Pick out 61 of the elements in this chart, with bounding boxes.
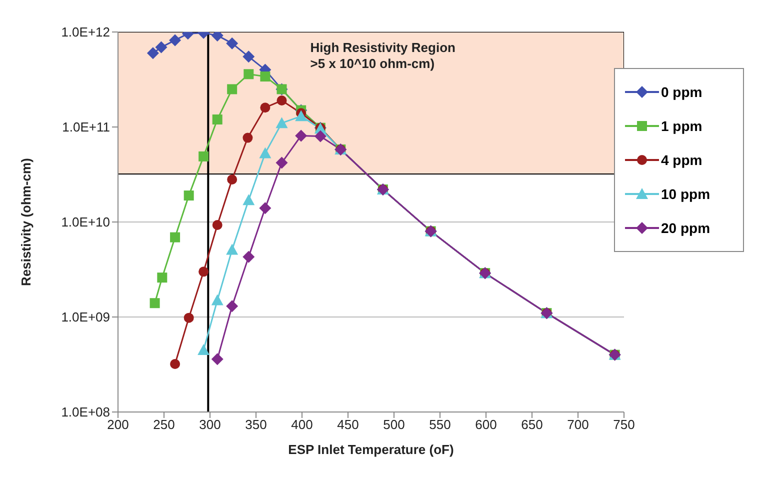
band-label: High Resistivity Region >5 x 10^10 ohm-cm) — [310, 40, 456, 71]
point — [184, 190, 194, 201]
legend-label: 4 ppm — [661, 152, 702, 168]
point — [212, 220, 222, 230]
point — [276, 156, 288, 169]
x-tick-label: 300 — [199, 417, 221, 432]
point — [212, 114, 222, 124]
point — [155, 41, 168, 54]
x-tick-label: 750 — [613, 417, 635, 432]
y-tick-label: 1.0E+12 — [61, 24, 110, 40]
y-axis-title: Resistivity (ohm-cm) — [18, 158, 34, 286]
point — [242, 50, 255, 63]
point — [226, 300, 238, 312]
point — [184, 312, 194, 323]
point — [170, 359, 180, 370]
x-tick-label: 500 — [383, 417, 405, 432]
x-tick-label: 350 — [245, 417, 267, 432]
point — [170, 232, 180, 242]
point — [259, 147, 272, 158]
point — [150, 298, 160, 308]
point — [211, 353, 224, 366]
point — [242, 250, 255, 263]
point — [226, 244, 238, 255]
point — [169, 34, 182, 46]
point — [276, 96, 287, 106]
point — [242, 132, 253, 143]
y-tick-label: 1.0E+08 — [61, 404, 110, 420]
x-tick-label: 550 — [429, 417, 451, 432]
x-tick-label: 400 — [291, 417, 313, 432]
legend-label: 1 ppm — [661, 118, 702, 134]
x-tick-label: 250 — [153, 417, 175, 432]
point — [242, 194, 255, 206]
point — [198, 151, 209, 162]
point — [295, 110, 308, 122]
point — [227, 84, 238, 94]
point — [198, 266, 209, 277]
point — [314, 130, 326, 142]
legend-label: 0 ppm — [661, 84, 702, 100]
y-tick-label: 1.0E+10 — [61, 214, 110, 230]
point — [244, 69, 254, 80]
x-tick-label: 450 — [337, 417, 359, 432]
legend-label: 10 ppm — [661, 186, 710, 202]
point — [260, 102, 270, 113]
point — [259, 202, 272, 214]
point — [157, 272, 168, 283]
x-tick-label: 200 — [107, 417, 129, 432]
x-tick-label: 700 — [567, 417, 589, 432]
x-tick-label: 650 — [521, 417, 543, 432]
point — [295, 130, 308, 142]
point — [146, 47, 159, 60]
point — [198, 344, 210, 355]
point — [227, 174, 238, 185]
point — [226, 37, 238, 50]
legend-label: 20 ppm — [661, 220, 710, 236]
y-tick-label: 1.0E+09 — [61, 310, 110, 325]
y-tick-label: 1.0E+11 — [62, 120, 110, 135]
x-axis-title: ESP Inlet Temperature (oF) — [288, 442, 454, 457]
point — [211, 294, 224, 306]
point — [276, 117, 288, 128]
point — [260, 72, 270, 82]
x-tick-label: 600 — [475, 417, 497, 432]
